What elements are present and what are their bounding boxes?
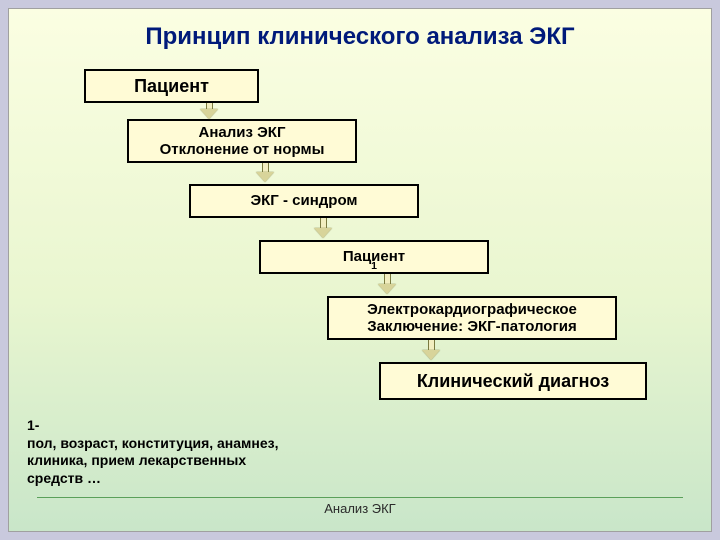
arrow-5 — [423, 340, 439, 360]
slide: Принцип клинического анализа ЭКГ Пациент… — [8, 8, 712, 532]
footer-divider — [37, 497, 683, 498]
arrow-1 — [201, 103, 217, 119]
footnote-body: пол, возраст, конституция, анамнез, клин… — [27, 435, 279, 488]
arrow-4 — [379, 274, 395, 294]
node-clinical-diagnosis: Клинический диагноз — [379, 362, 647, 400]
outer-frame: Принцип клинического анализа ЭКГ Пациент… — [0, 0, 720, 540]
arrow-3 — [315, 218, 331, 238]
slide-title: Принцип клинического анализа ЭКГ — [9, 23, 711, 51]
arrow-2 — [257, 163, 273, 182]
footnote: 1- пол, возраст, конституция, анамнез, к… — [27, 417, 279, 487]
node-ecg-syndrome: ЭКГ - синдром — [189, 184, 419, 218]
node-ecg-analysis: Анализ ЭКГ Отклонение от нормы — [127, 119, 357, 163]
node-ecg-conclusion: Электрокардиографическое Заключение: ЭКГ… — [327, 296, 617, 340]
node-patient-1: Пациент 1 — [259, 240, 489, 274]
node-patient: Пациент — [84, 69, 259, 103]
footnote-lead: 1- — [27, 417, 279, 435]
footer-text: Анализ ЭКГ — [9, 501, 711, 516]
